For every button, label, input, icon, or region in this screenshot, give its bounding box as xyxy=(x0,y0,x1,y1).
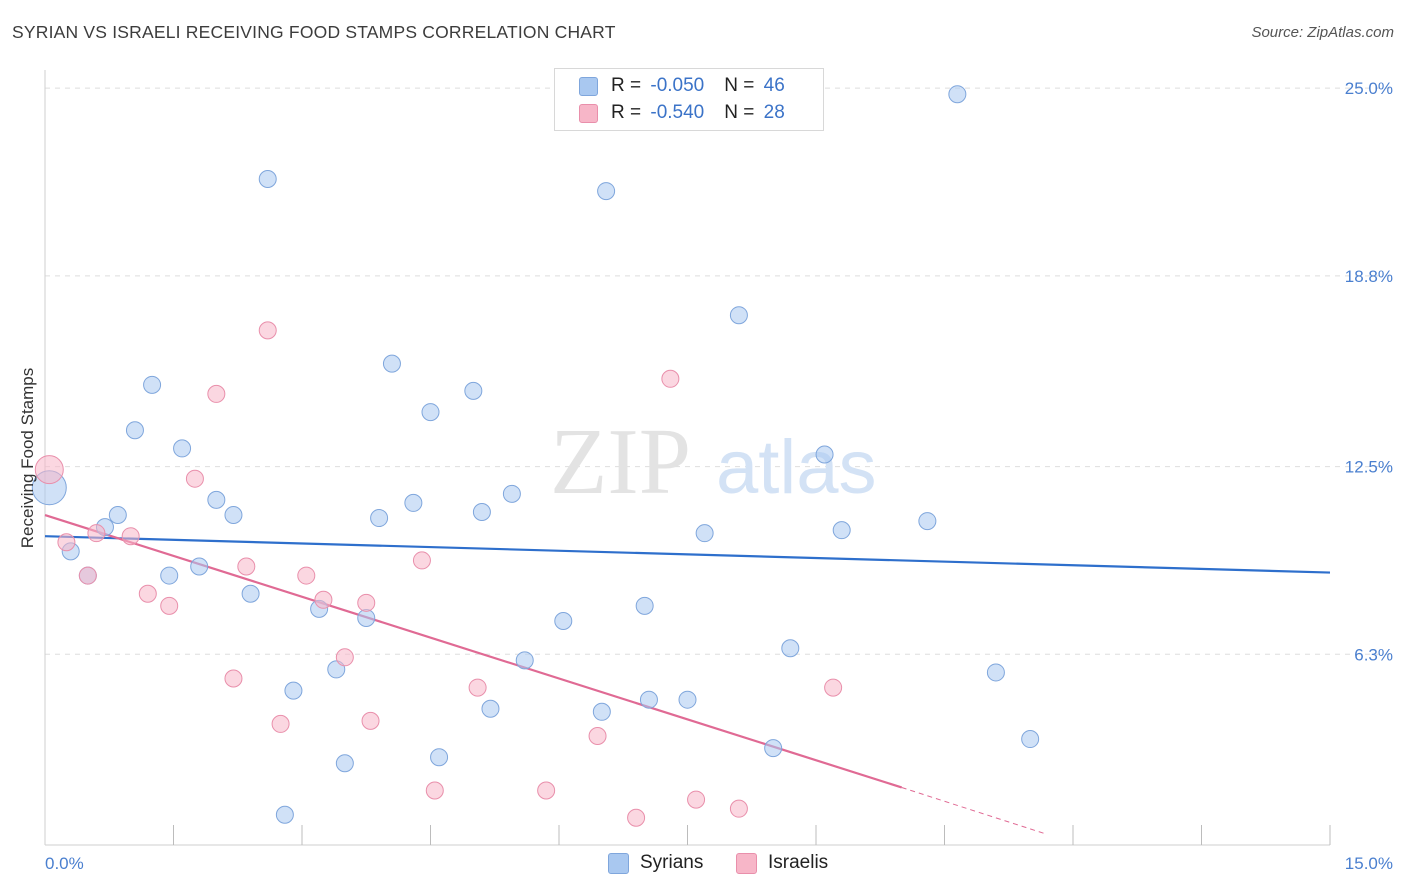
watermark-zip: ZIP xyxy=(550,410,691,514)
trend-line xyxy=(44,513,903,789)
data-point xyxy=(108,506,127,525)
data-point xyxy=(207,384,226,403)
series-legend: Syrians Israelis xyxy=(0,852,1406,878)
data-point xyxy=(588,727,607,746)
data-point xyxy=(78,566,97,585)
data-point xyxy=(948,85,967,104)
data-point xyxy=(502,484,521,503)
trend-lines xyxy=(44,513,1331,835)
data-point xyxy=(639,690,658,709)
data-points xyxy=(31,85,1040,827)
data-point xyxy=(627,808,646,827)
data-point xyxy=(34,455,64,485)
data-point xyxy=(764,739,783,758)
source-label: Source: ZipAtlas.com xyxy=(1251,24,1394,41)
data-point xyxy=(335,754,354,773)
data-point xyxy=(468,678,487,697)
data-point xyxy=(678,690,697,709)
data-point xyxy=(57,533,76,552)
data-point xyxy=(335,648,354,667)
data-point xyxy=(125,421,144,440)
data-point xyxy=(695,524,714,543)
data-point xyxy=(207,490,226,509)
data-point xyxy=(271,714,290,733)
data-point xyxy=(258,321,277,340)
legend-swatch-syrians xyxy=(579,77,598,96)
legend-label-syrians: Syrians xyxy=(640,852,704,873)
data-point xyxy=(687,790,706,809)
y-tick-label: 25.0% xyxy=(1345,79,1393,98)
axis-labels: 6.3% 12.5% 18.8% 25.0% 0.0% 15.0% Receiving Fo… xyxy=(18,79,1393,873)
y-tick-label: 12.5% xyxy=(1345,458,1393,477)
legend-swatch-israelis xyxy=(579,104,598,123)
data-point xyxy=(143,375,162,394)
legend-text-israelis: R = -0.540 N = 28 xyxy=(611,102,785,123)
legend-label-israelis: Israelis xyxy=(768,852,829,873)
data-point xyxy=(87,524,106,543)
data-point xyxy=(361,711,380,730)
x-tick-label: 15.0% xyxy=(1345,854,1393,873)
data-point xyxy=(258,169,277,188)
stats-legend: R = -0.050 N = 46 R = -0.540 N = 28 xyxy=(554,68,824,131)
data-point xyxy=(832,521,851,540)
legend-swatch-syrians xyxy=(608,853,629,874)
trend-line xyxy=(44,535,1331,574)
data-point xyxy=(918,512,937,531)
data-point xyxy=(284,681,303,700)
data-point xyxy=(635,596,654,615)
data-point xyxy=(224,506,243,525)
data-point xyxy=(237,557,256,576)
x-tick-label: 0.0% xyxy=(45,854,84,873)
data-point xyxy=(421,403,440,422)
data-point xyxy=(537,781,556,800)
data-point xyxy=(481,699,500,718)
legend-swatch-israelis xyxy=(736,853,757,874)
data-point xyxy=(357,593,376,612)
data-point xyxy=(425,781,444,800)
data-point xyxy=(160,596,179,615)
watermark-atlas: atlas xyxy=(716,425,877,510)
data-point xyxy=(412,551,431,570)
data-point xyxy=(824,678,843,697)
data-point xyxy=(661,369,680,388)
data-point xyxy=(597,182,616,201)
data-point xyxy=(781,639,800,658)
data-point xyxy=(297,566,316,585)
data-point xyxy=(121,527,140,546)
data-point xyxy=(160,566,179,585)
data-point xyxy=(173,439,192,458)
chart-title: SYRIAN VS ISRAELI RECEIVING FOOD STAMPS … xyxy=(12,22,616,42)
data-point xyxy=(515,651,534,670)
data-point xyxy=(472,502,491,521)
y-axis-label: Receiving Food Stamps xyxy=(18,368,37,548)
data-point xyxy=(241,584,260,603)
data-point xyxy=(815,445,834,464)
data-point xyxy=(382,354,401,373)
data-point xyxy=(357,608,376,627)
data-point xyxy=(275,805,294,824)
trend-line-extension xyxy=(901,787,1048,835)
data-point xyxy=(138,584,157,603)
data-point xyxy=(464,381,483,400)
data-point xyxy=(224,669,243,688)
data-point xyxy=(185,469,204,488)
data-point xyxy=(430,748,449,767)
legend-text-syrians: R = -0.050 N = 46 xyxy=(611,75,785,96)
data-point xyxy=(1021,730,1040,749)
data-point xyxy=(729,799,748,818)
data-point xyxy=(592,702,611,721)
watermark: ZIP atlas xyxy=(550,410,877,514)
data-point xyxy=(554,611,573,630)
data-point xyxy=(190,557,209,576)
data-point xyxy=(370,509,389,528)
grid-lines xyxy=(45,87,1390,655)
data-point xyxy=(404,493,423,512)
data-point xyxy=(986,663,1005,682)
y-tick-label: 6.3% xyxy=(1354,645,1393,664)
y-tick-label: 18.8% xyxy=(1345,267,1393,286)
data-point xyxy=(314,590,333,609)
data-point xyxy=(729,306,748,325)
